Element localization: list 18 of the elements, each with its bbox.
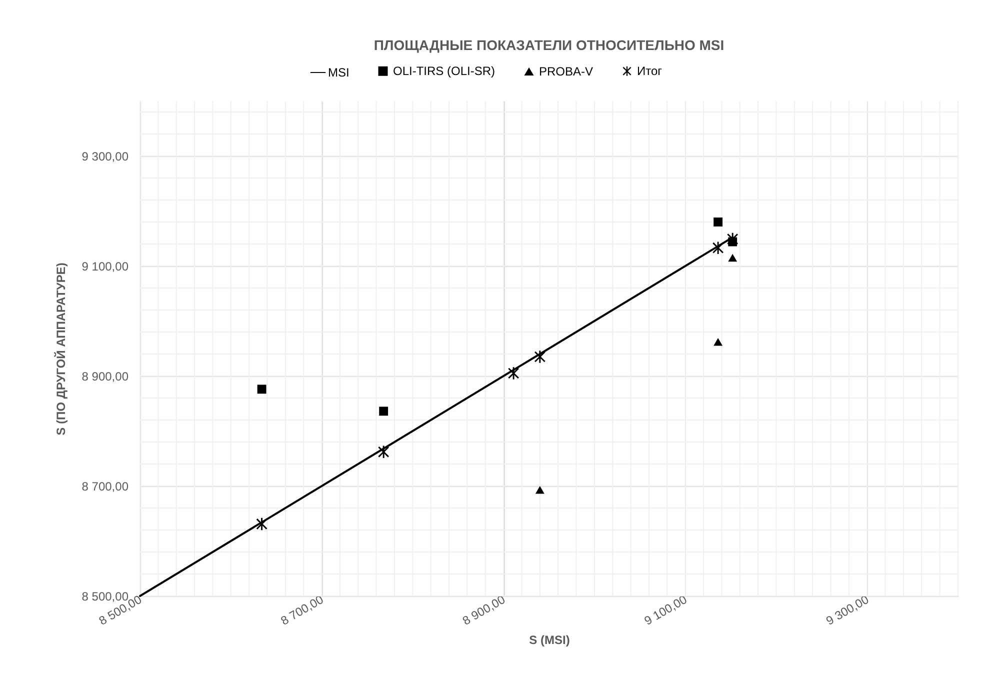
y-tick-label: 9 100,00 (82, 260, 129, 274)
chart-title: ПЛОЩАДНЫЕ ПОКАЗАТЕЛИ ОТНОСИТЕЛЬНО MSI (374, 37, 724, 53)
point (535, 486, 544, 494)
legend-label: OLI-TIRS (OLI-SR) (393, 64, 496, 78)
legend-label: Итог (637, 64, 663, 78)
point (714, 218, 723, 226)
point (714, 338, 723, 346)
point (379, 406, 388, 416)
point (728, 254, 738, 262)
y-tick-label: 9 300,00 (82, 150, 129, 164)
x-axis-title: S (MSI) (529, 633, 570, 648)
point (378, 446, 389, 458)
y-axis-title: S (ПО ДРУГОЙ АППАРАТУРЕ) (54, 262, 68, 436)
point (257, 384, 266, 394)
legend-label: PROBA-V (539, 64, 594, 78)
y-tick-label: 8 700,00 (82, 480, 129, 494)
legend-label: MSI (328, 66, 350, 80)
y-tick-label: 8 900,00 (82, 370, 129, 384)
